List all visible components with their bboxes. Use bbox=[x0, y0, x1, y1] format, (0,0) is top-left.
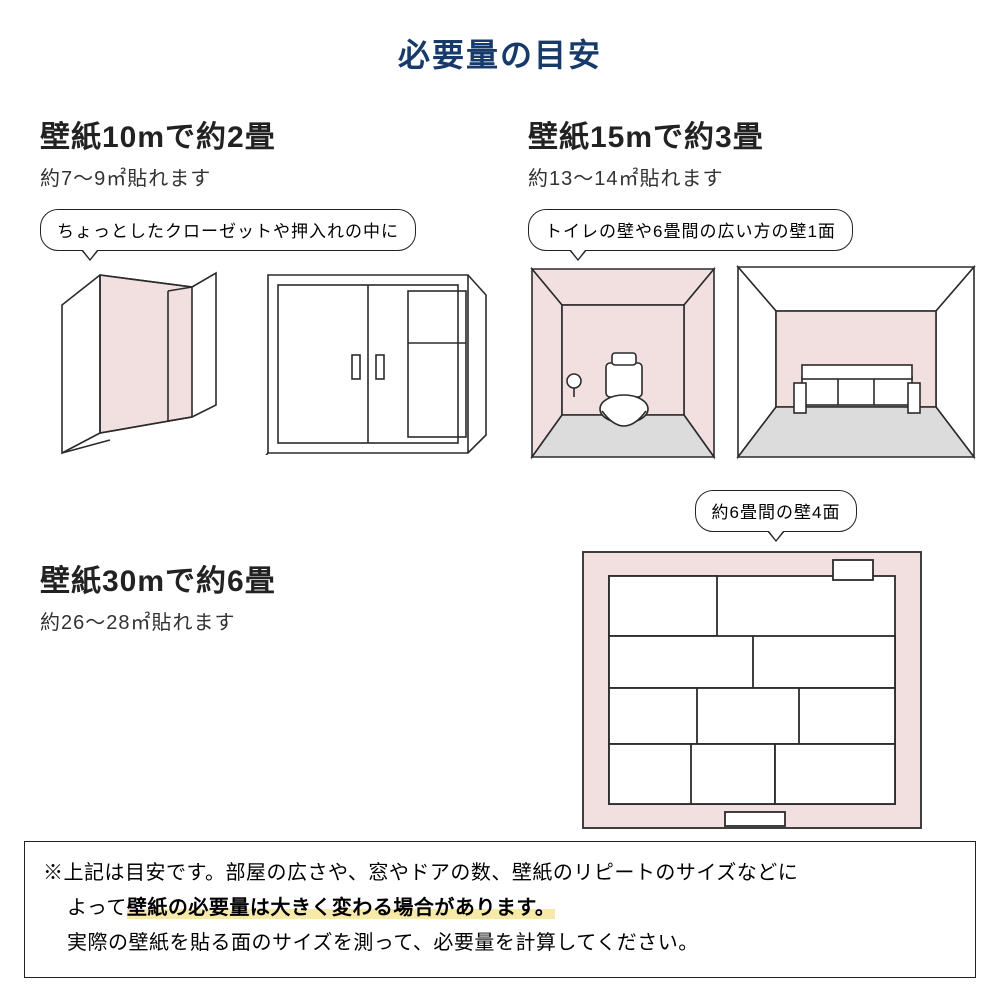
illus-15m-row bbox=[528, 265, 976, 460]
bubble-10m: ちょっとしたクローゼットや押入れの中に bbox=[40, 209, 416, 251]
sliding-closet-illustration bbox=[258, 265, 488, 455]
illus-10m-row bbox=[40, 265, 488, 455]
layout-grid: 壁紙10mで約2畳 約7〜9㎡貼れます ちょっとしたクローゼットや押入れの中に bbox=[40, 112, 960, 836]
section-30m: 壁紙30mで約6畳 約26〜28㎡貼れます bbox=[40, 486, 488, 836]
room-topdown-illustration bbox=[577, 546, 927, 836]
note-line3: 実際の壁紙を貼る面のサイズを測って、必要量を計算してください。 bbox=[43, 926, 957, 961]
bubble-15m: トイレの壁や6畳間の広い方の壁1面 bbox=[528, 209, 853, 251]
heading-30m: 壁紙30mで約6畳 bbox=[40, 556, 488, 600]
sub-15m: 約13〜14㎡貼れます bbox=[528, 162, 976, 191]
room-one-wall-illustration bbox=[736, 265, 976, 460]
closet-back-wall bbox=[100, 275, 192, 433]
bubble-30m: 約6畳間の壁4面 bbox=[695, 490, 858, 532]
sub-30m: 約26〜28㎡貼れます bbox=[40, 606, 488, 635]
section-15m: 壁紙15mで約3畳 約13〜14㎡貼れます トイレの壁や6畳間の広い方の壁1面 bbox=[528, 112, 976, 460]
section-30m-illus: 約6畳間の壁4面 bbox=[528, 486, 976, 836]
toilet-room-illustration bbox=[528, 265, 718, 460]
note-line2-prefix: よって bbox=[67, 897, 127, 919]
note-line2-highlight: 壁紙の必要量は大きく変わる場合があります。 bbox=[127, 897, 556, 919]
heading-15m: 壁紙15mで約3畳 bbox=[528, 112, 976, 156]
note-line2: よって壁紙の必要量は大きく変わる場合があります。 bbox=[43, 891, 957, 926]
page-title: 必要量の目安 bbox=[40, 30, 960, 76]
heading-10m: 壁紙10mで約2畳 bbox=[40, 112, 488, 156]
section-10m: 壁紙10mで約2畳 約7〜9㎡貼れます ちょっとしたクローゼットや押入れの中に bbox=[40, 112, 488, 460]
note-box: ※上記は目安です。部屋の広さや、窓やドアの数、壁紙のリピートのサイズなどに よっ… bbox=[24, 841, 976, 978]
closet-illustration bbox=[40, 265, 240, 455]
sub-10m: 約7〜9㎡貼れます bbox=[40, 162, 488, 191]
note-line1: ※上記は目安です。部屋の広さや、窓やドアの数、壁紙のリピートのサイズなどに bbox=[43, 862, 798, 884]
